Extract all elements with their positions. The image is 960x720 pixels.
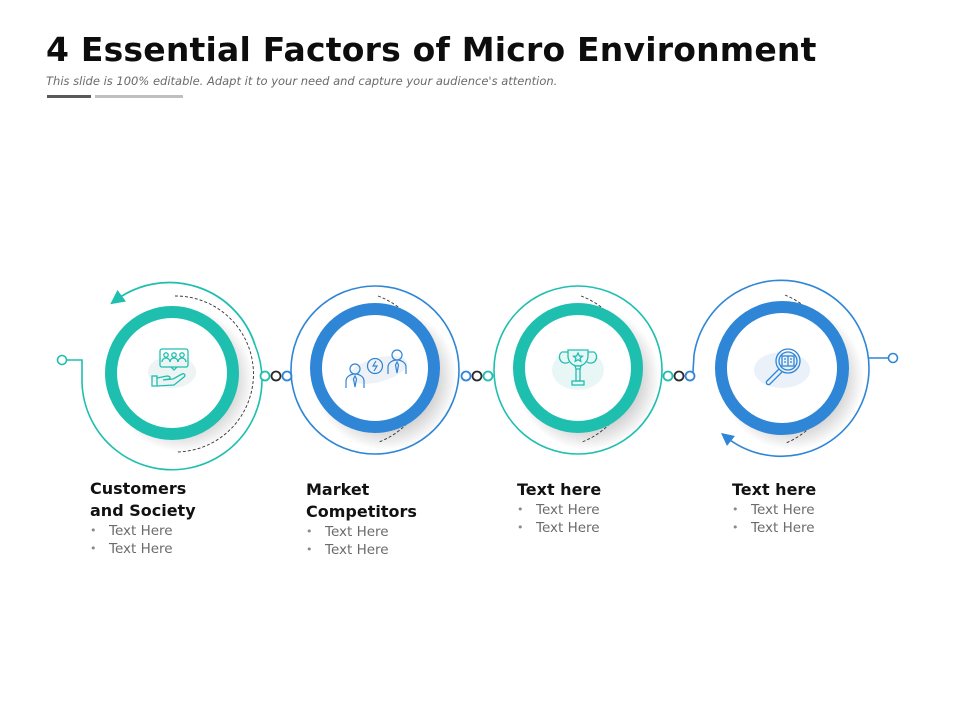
factor-bullets: Text Here Text Here bbox=[90, 522, 260, 558]
bullet-item: Text Here bbox=[732, 501, 902, 519]
bullet-item: Text Here bbox=[732, 519, 902, 537]
factor-1-graphic bbox=[56, 281, 263, 471]
factor-bullets: Text Here Text Here bbox=[517, 501, 687, 537]
start-connector bbox=[66, 359, 83, 382]
bullet-item: Text Here bbox=[90, 522, 260, 540]
page-subtitle: This slide is 100% editable. Adapt it to… bbox=[46, 74, 558, 88]
outer-arc bbox=[692, 279, 870, 458]
bullet-item: Text Here bbox=[306, 523, 476, 541]
factor-card-1: Customers and Society Text Here Text Her… bbox=[90, 478, 260, 558]
bullet-item: Text Here bbox=[517, 519, 687, 537]
trophy-icon bbox=[552, 349, 604, 390]
factor-title: Text here bbox=[517, 480, 602, 499]
connector-3-4 bbox=[662, 370, 696, 382]
factor-card-4: Text here Text Here Text Here bbox=[732, 479, 902, 537]
factor-title: Customers and Society bbox=[90, 478, 260, 522]
factor-title-line-1: Customers bbox=[90, 479, 187, 498]
outer-arc bbox=[81, 344, 263, 471]
customer-care-hand-icon bbox=[148, 348, 196, 388]
connector-1-2 bbox=[259, 370, 293, 382]
outer-ring bbox=[493, 285, 663, 455]
factor-bullets: Text Here Text Here bbox=[306, 523, 476, 559]
factor-bullets: Text Here Text Here bbox=[732, 501, 902, 537]
start-node-dot bbox=[56, 354, 68, 366]
end-node-dot bbox=[887, 352, 899, 364]
dashed-arc bbox=[174, 295, 254, 453]
factor-card-2: Market Competitors Text Here Text Here bbox=[306, 479, 476, 559]
competitors-icon bbox=[345, 349, 408, 388]
factor-3-graphic bbox=[493, 285, 663, 455]
factor-title-line-1: Market bbox=[306, 480, 370, 499]
factor-title: Text here bbox=[732, 480, 817, 499]
factor-title-line-2: and Society bbox=[90, 501, 196, 520]
factor-4-graphic bbox=[692, 279, 899, 458]
factor-title: Market Competitors bbox=[306, 479, 476, 523]
title-underline-light bbox=[95, 95, 183, 98]
factor-2-graphic bbox=[290, 285, 460, 455]
factor-title-line-2: Competitors bbox=[306, 502, 417, 521]
bullet-item: Text Here bbox=[517, 501, 687, 519]
factor-card-3: Text here Text Here Text Here bbox=[517, 479, 687, 537]
title-underline-dark bbox=[47, 95, 91, 98]
connector-2-3 bbox=[460, 370, 494, 382]
cycle-arrow bbox=[110, 281, 256, 346]
page-title: 4 Essential Factors of Micro Environment bbox=[46, 30, 817, 69]
bullet-item: Text Here bbox=[306, 541, 476, 559]
outer-ring bbox=[290, 285, 460, 455]
magnifier-book-icon bbox=[754, 348, 810, 388]
bullet-item: Text Here bbox=[90, 540, 260, 558]
